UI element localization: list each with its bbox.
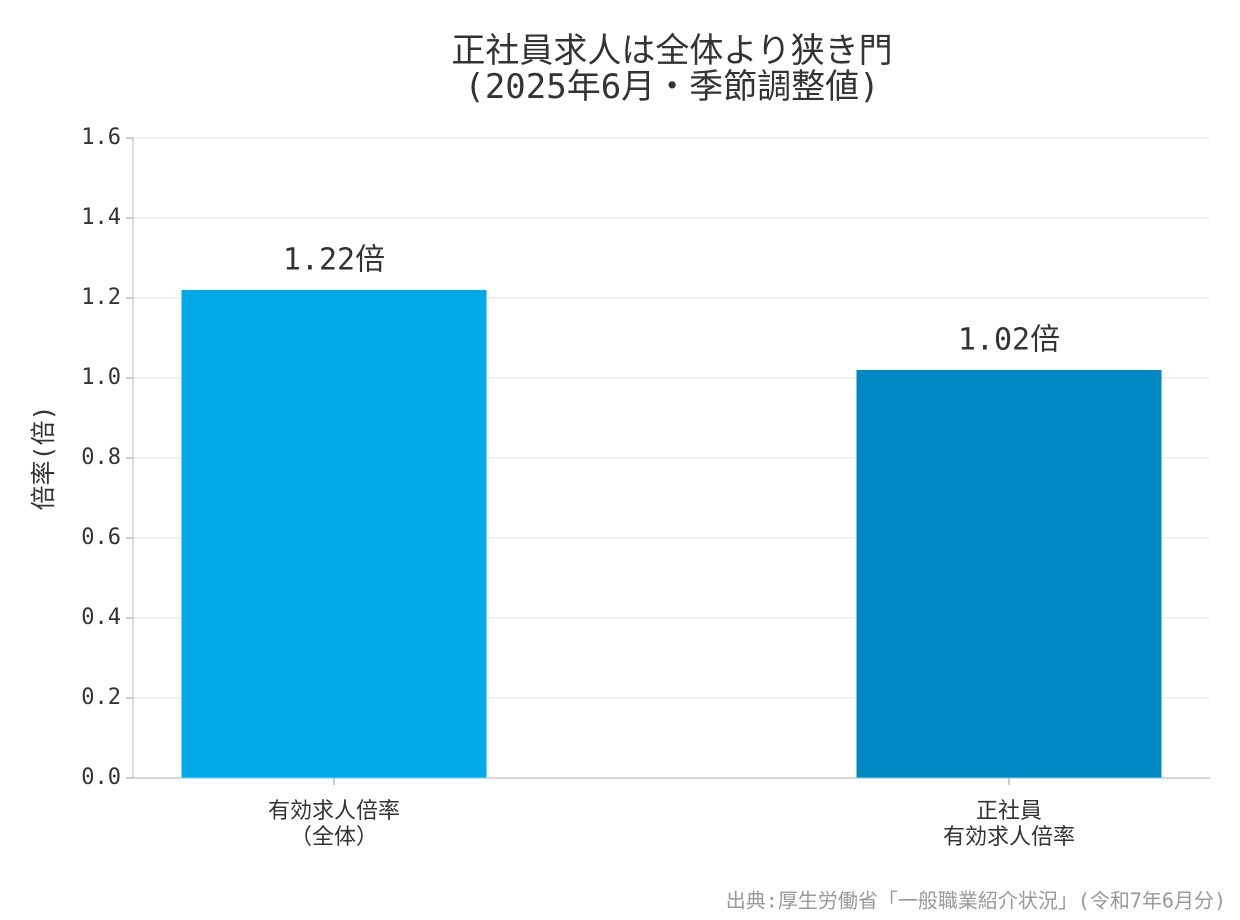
y-tick-label: 0.0 <box>81 765 121 790</box>
value-label: 1.02倍 <box>958 323 1060 358</box>
bar <box>856 370 1162 778</box>
y-tick-label: 1.4 <box>81 205 121 230</box>
x-tick-label: 正社員有効求人倍率 <box>943 799 1075 850</box>
y-tick-label: 1.2 <box>81 285 121 310</box>
source-note: 出典:厚生労働省「一般職業紹介状況」(令和7年6月分) <box>726 889 1226 913</box>
y-tick-label: 1.0 <box>81 365 121 390</box>
value-label: 1.22倍 <box>283 243 385 278</box>
y-tick-label: 0.4 <box>81 605 121 630</box>
y-tick-label: 0.6 <box>81 525 121 550</box>
y-tick-label: 1.6 <box>81 125 121 150</box>
chart-title: 正社員求人は全体より狭き門(2025年6月・季節調整値) <box>451 31 892 107</box>
y-tick-label: 0.2 <box>81 685 121 710</box>
y-axis-label: 倍率(倍) <box>29 405 58 510</box>
x-tick-label: 有効求人倍率（全体） <box>268 799 400 850</box>
y-tick-label: 0.8 <box>81 445 121 470</box>
bar <box>181 290 487 778</box>
